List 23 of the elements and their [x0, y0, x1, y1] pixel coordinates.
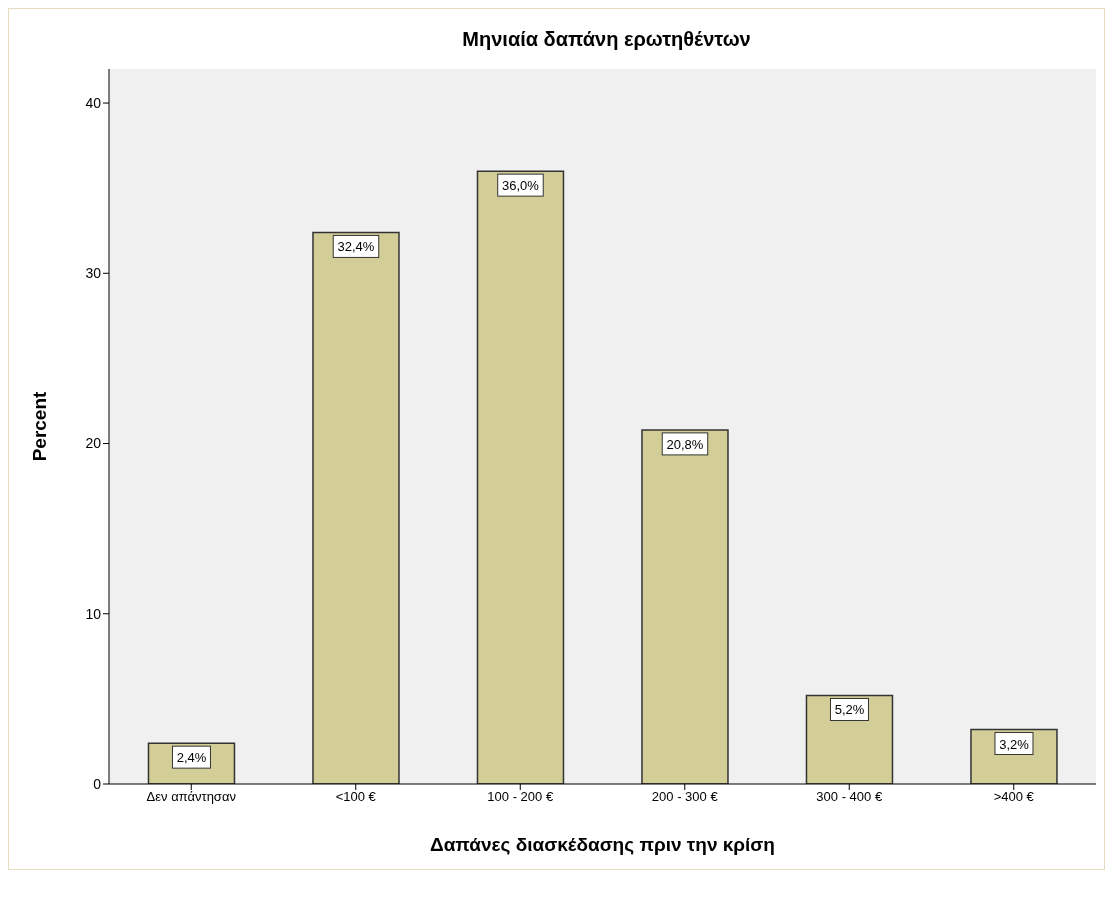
y-tick-label: 40	[85, 95, 102, 112]
y-tick-label: 20	[85, 435, 102, 452]
data-label: 32,4%	[337, 239, 375, 255]
bar	[476, 170, 565, 784]
data-label: 36,0%	[502, 178, 540, 194]
x-tick-label: 200 - 300 €	[651, 789, 719, 805]
x-tick-label: 100 - 200 €	[487, 789, 554, 805]
bar	[312, 231, 400, 784]
x-tick-label: >400 €	[993, 789, 1035, 805]
x-tick-label: <100 €	[335, 789, 377, 805]
y-axis-title: Percent	[28, 390, 50, 462]
y-tick-label: 30	[85, 265, 102, 282]
chart-title: Μηνιαία δαπάνη ερωτηθέντων	[461, 27, 752, 52]
x-tick-label: Δεν απάντησαν	[146, 789, 236, 805]
y-tick-label: 10	[85, 605, 102, 622]
data-label: 3,2%	[999, 736, 1030, 752]
data-label: 5,2%	[834, 702, 865, 718]
data-label: 20,8%	[666, 436, 704, 452]
data-label: 2,4%	[176, 750, 207, 766]
bar	[641, 429, 729, 784]
x-axis-title: Δαπάνες διασκέδασης πριν την κρίση	[430, 834, 775, 855]
y-tick-label: 0	[93, 775, 102, 792]
x-tick-label: 300 - 400 €	[816, 789, 883, 805]
